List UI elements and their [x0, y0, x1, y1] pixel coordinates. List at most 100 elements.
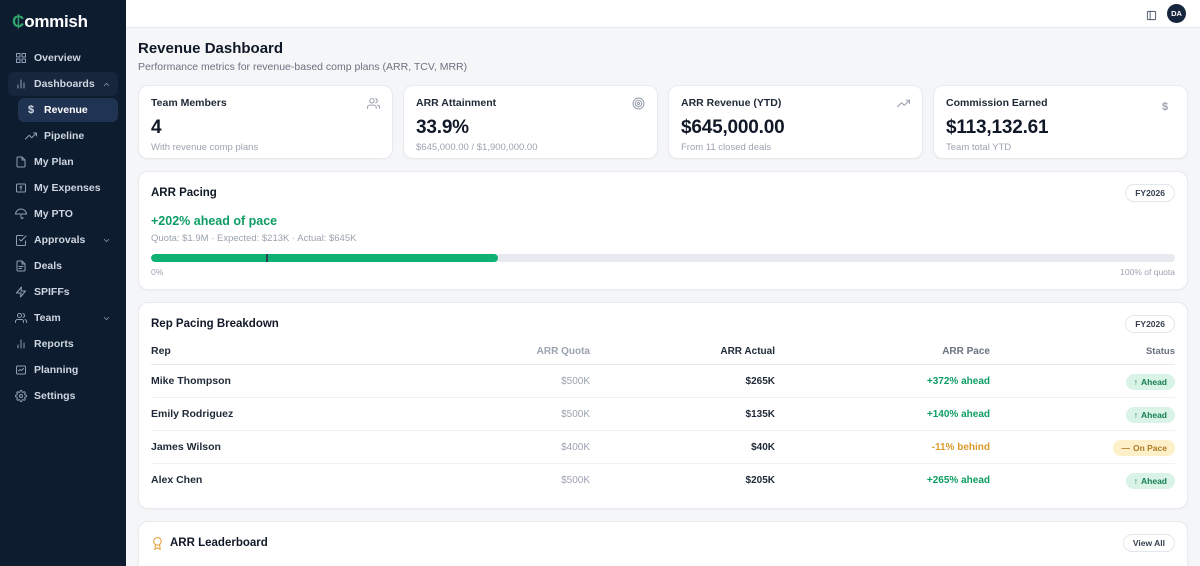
bar-chart-icon	[15, 338, 27, 350]
sidebar-item-my-plan[interactable]: My Plan	[8, 150, 118, 174]
chevron-down-icon	[102, 314, 111, 323]
status-badge: — On Pace	[1113, 440, 1175, 456]
rep-pace: +265% ahead	[926, 474, 990, 486]
leaderboard-title-wrap: ARR Leaderboard	[151, 536, 268, 550]
card-subtext: Team total YTD	[946, 142, 1012, 153]
sidebar-item-deals[interactable]: Deals	[8, 254, 118, 278]
card-title: ARR Attainment	[416, 97, 497, 109]
sidebar-item-label: Overview	[34, 52, 81, 64]
sidebar-item-pipeline[interactable]: Pipeline	[18, 124, 118, 148]
sidebar-item-label: Settings	[34, 390, 76, 402]
dollar-icon: $	[1162, 101, 1169, 113]
sidebar-item-my-pto[interactable]: My PTO	[8, 202, 118, 226]
sidebar-item-reports[interactable]: Reports	[8, 332, 118, 356]
sidebar-item-my-expenses[interactable]: My Expenses	[8, 176, 118, 200]
rep-name: James Wilson	[151, 441, 221, 453]
sidebar-item-label: My PTO	[34, 208, 73, 220]
page-title: Revenue Dashboard	[138, 40, 284, 57]
table-row[interactable]: James Wilson $400K $40K -11% behind — On …	[151, 431, 1175, 464]
rep-name: Emily Rodriguez	[151, 408, 234, 420]
user-avatar[interactable]: DA	[1167, 4, 1186, 23]
column-header-actual: ARR Actual	[720, 345, 775, 357]
status-badge: ↑ Ahead	[1125, 374, 1175, 390]
rep-actual: $265K	[745, 375, 775, 387]
award-icon	[151, 536, 164, 550]
arr-leaderboard-panel: ARR Leaderboard View All 1 Mike Thompson…	[138, 521, 1188, 566]
card-subtext: From 11 closed deals	[681, 142, 772, 153]
sidebar-item-label: Team	[34, 312, 61, 324]
zap-icon	[15, 286, 27, 298]
sidebar-item-approvals[interactable]: Approvals	[8, 228, 118, 252]
status-label: Ahead	[1141, 410, 1167, 420]
rep-actual: $205K	[745, 474, 775, 486]
status-badge: ↑ Ahead	[1125, 407, 1175, 423]
rep-pacing-panel: Rep Pacing Breakdown FY2026 Rep ARR Quot…	[138, 302, 1188, 509]
sidebar-item-team[interactable]: Team	[8, 306, 118, 330]
card-subtext: $645,000.00 / $1,900,000.00	[416, 142, 538, 153]
view-all-button[interactable]: View All	[1122, 534, 1175, 552]
leaderboard-list: 1 Mike Thompson Account Executive 53.0% …	[151, 558, 1175, 566]
target-icon	[632, 97, 645, 110]
leaderboard-item[interactable]: 1 Mike Thompson Account Executive 53.0% …	[151, 558, 1175, 566]
sidebar-item-label: Dashboards	[34, 78, 95, 90]
receipt-icon	[15, 182, 27, 194]
arr-pacing-title: ARR Pacing	[151, 187, 217, 199]
dash-icon: —	[1121, 443, 1130, 453]
table-row[interactable]: Emily Rodriguez $500K $135K +140% ahead …	[151, 398, 1175, 431]
rep-quota: $500K	[561, 408, 590, 420]
sidebar-item-label: Pipeline	[44, 130, 85, 142]
sidebar-item-label: My Plan	[34, 156, 74, 168]
check-square-icon	[15, 234, 27, 246]
brand-logo-mark: ₵	[12, 12, 25, 31]
rep-pace: +372% ahead	[926, 375, 990, 387]
sidebar-item-label: Planning	[34, 364, 79, 376]
main-area: DA Revenue Dashboard Performance metrics…	[126, 0, 1200, 566]
sidebar-item-spiffs[interactable]: SPIFFs	[8, 280, 118, 304]
sidebar-item-settings[interactable]: Settings	[8, 384, 118, 408]
rep-pacing-table: Rep ARR Quota ARR Actual ARR Pace Status…	[151, 343, 1175, 496]
rep-pace: +140% ahead	[926, 408, 990, 420]
brand-logo[interactable]: ₵ ommish	[8, 10, 118, 46]
pacing-headline: +202% ahead of pace	[151, 214, 278, 228]
panel-toggle-icon[interactable]	[1146, 8, 1157, 21]
rep-actual: $135K	[745, 408, 775, 420]
rep-quota: $500K	[561, 474, 590, 486]
users-icon	[15, 312, 27, 324]
pacing-max-label: 100% of quota	[1120, 267, 1175, 277]
sidebar-item-revenue[interactable]: $ Revenue	[18, 98, 118, 122]
rep-pacing-title: Rep Pacing Breakdown	[151, 318, 279, 330]
table-header-row: Rep ARR Quota ARR Actual ARR Pace Status	[151, 343, 1175, 365]
status-label: Ahead	[1141, 377, 1167, 387]
card-title: ARR Revenue (YTD)	[681, 97, 782, 109]
umbrella-icon	[15, 208, 27, 220]
chevron-down-icon	[102, 236, 111, 245]
sidebar-item-overview[interactable]: Overview	[8, 46, 118, 70]
card-title: Commission Earned	[946, 97, 1048, 109]
sidebar-item-label: My Expenses	[34, 182, 101, 194]
fiscal-year-badge[interactable]: FY2026	[1125, 184, 1175, 202]
column-header-pace: ARR Pace	[942, 345, 990, 357]
card-arr-revenue: ARR Revenue (YTD) $645,000.00 From 11 cl…	[668, 85, 923, 159]
rep-quota: $400K	[561, 441, 590, 453]
sidebar-item-dashboards[interactable]: Dashboards	[8, 72, 118, 96]
rep-actual: $40K	[751, 441, 775, 453]
sidebar-item-label: Revenue	[44, 104, 88, 116]
card-commission-earned: Commission Earned $ $113,132.61 Team tot…	[933, 85, 1188, 159]
fiscal-year-badge[interactable]: FY2026	[1125, 315, 1175, 333]
gear-icon	[15, 390, 27, 402]
card-value: 33.9%	[416, 117, 469, 138]
trending-up-icon	[25, 130, 37, 142]
sidebar-item-planning[interactable]: Planning	[8, 358, 118, 382]
table-row[interactable]: Mike Thompson $500K $265K +372% ahead ↑ A…	[151, 365, 1175, 398]
table-row[interactable]: Alex Chen $500K $205K +265% ahead ↑ Ahead	[151, 464, 1175, 496]
card-value: $113,132.61	[946, 117, 1049, 138]
file-text-icon	[15, 260, 27, 272]
chevron-up-icon	[102, 80, 111, 89]
card-subtext: With revenue comp plans	[151, 142, 259, 153]
brand-logo-name: ommish	[24, 12, 88, 31]
sidebar-item-label: Reports	[34, 338, 74, 350]
sidebar-submenu-dashboards: $ Revenue Pipeline	[8, 98, 118, 150]
column-header-status: Status	[1145, 345, 1175, 357]
leaderboard-title: ARR Leaderboard	[170, 537, 268, 549]
